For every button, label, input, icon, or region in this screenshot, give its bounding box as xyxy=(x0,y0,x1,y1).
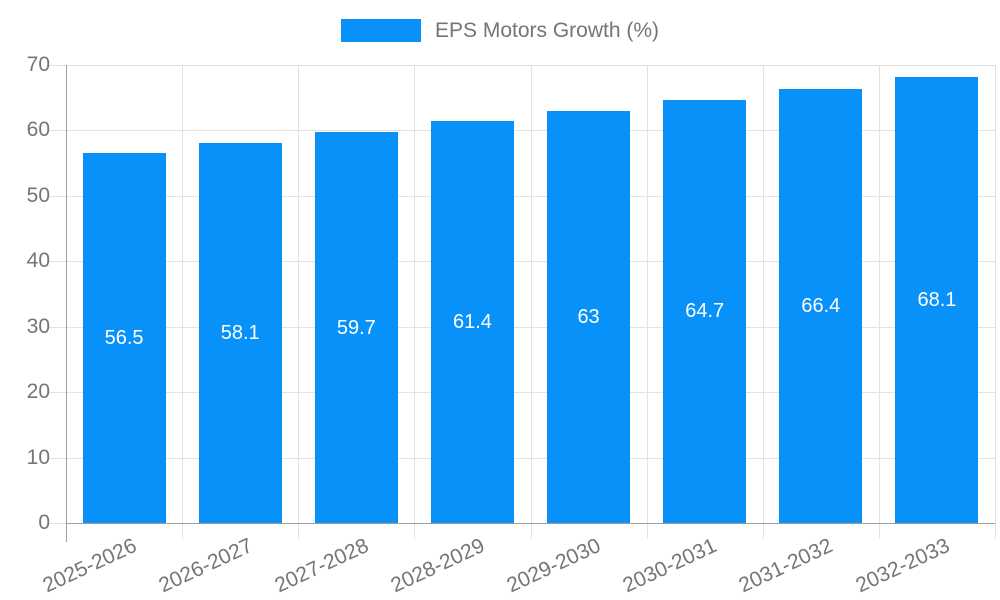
y-axis-tick-label: 30 xyxy=(26,314,50,338)
y-axis-tick-label: 20 xyxy=(26,380,50,404)
x-axis-tick-label: 2031-2032 xyxy=(735,534,837,598)
x-axis-tick-label: 2032-2033 xyxy=(851,534,953,598)
x-axis-tick xyxy=(646,523,648,539)
legend[interactable]: EPS Motors Growth (%) xyxy=(0,19,1000,42)
x-gridline xyxy=(298,65,300,523)
bar-value-label: 68.1 xyxy=(917,289,957,312)
x-gridline xyxy=(530,65,532,523)
y-axis-tick-label: 70 xyxy=(26,53,50,76)
x-gridline xyxy=(762,65,764,523)
y-axis-tick-label: 50 xyxy=(26,183,50,207)
bar[interactable] xyxy=(198,142,282,523)
y-gridline xyxy=(48,130,995,132)
y-axis-tick-label: 0 xyxy=(38,511,50,534)
bar[interactable] xyxy=(663,99,747,523)
x-axis-tick-label: 2027-2028 xyxy=(271,534,373,598)
x-axis-tick xyxy=(995,523,996,539)
x-axis-tick-label: 2028-2029 xyxy=(387,534,489,598)
y-gridline xyxy=(48,457,995,459)
x-gridline xyxy=(414,65,416,523)
bar[interactable] xyxy=(82,153,166,523)
x-axis-line xyxy=(66,523,995,524)
bar-value-label: 66.4 xyxy=(801,294,841,317)
x-axis-tick xyxy=(414,523,416,539)
y-axis-tick-label: 40 xyxy=(26,249,50,273)
legend-label: EPS Motors Growth (%) xyxy=(434,19,660,42)
x-axis-tick-label: 2029-2030 xyxy=(503,534,605,598)
bar-value-label: 64.7 xyxy=(685,300,725,323)
bar-value-label: 56.5 xyxy=(104,327,144,350)
x-gridline xyxy=(995,65,996,523)
bar[interactable] xyxy=(779,88,863,523)
bar-value-label: 61.4 xyxy=(452,311,492,334)
x-gridline xyxy=(182,65,184,523)
bar-value-label: 59.7 xyxy=(336,316,376,339)
x-axis-tick-label: 2026-2027 xyxy=(155,534,256,598)
x-axis-tick xyxy=(878,523,880,539)
x-axis-tick xyxy=(182,523,184,539)
x-axis-tick-label: 2025-2026 xyxy=(39,534,140,598)
y-axis-line xyxy=(66,65,67,542)
y-axis-tick-label: 10 xyxy=(26,445,50,469)
x-axis-tick xyxy=(298,523,300,539)
x-axis-tick xyxy=(762,523,764,539)
bar-value-label: 58.1 xyxy=(220,321,260,344)
y-gridline xyxy=(48,195,995,197)
bar[interactable] xyxy=(430,121,514,523)
x-axis-tick xyxy=(530,523,532,539)
y-gridline xyxy=(48,326,995,328)
bar[interactable] xyxy=(895,77,979,523)
bar-value-label: 63 xyxy=(577,305,600,328)
legend-swatch xyxy=(340,19,421,42)
y-gridline xyxy=(48,261,995,263)
x-gridline xyxy=(646,65,648,523)
x-axis-tick-label: 2030-2031 xyxy=(619,534,721,598)
y-gridline xyxy=(48,392,995,394)
y-axis-tick-label: 60 xyxy=(26,118,50,142)
y-gridline xyxy=(48,65,995,66)
bar[interactable] xyxy=(547,110,631,523)
bar[interactable] xyxy=(314,132,398,523)
x-gridline xyxy=(878,65,880,523)
